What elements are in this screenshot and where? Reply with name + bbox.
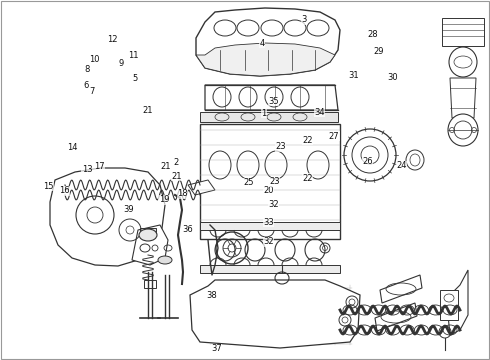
Ellipse shape bbox=[344, 129, 396, 181]
Bar bbox=[200, 265, 340, 273]
Text: 24: 24 bbox=[396, 161, 407, 170]
Text: 13: 13 bbox=[82, 165, 93, 174]
Text: 11: 11 bbox=[128, 51, 139, 60]
Text: 28: 28 bbox=[367, 30, 378, 39]
Polygon shape bbox=[196, 43, 335, 76]
Polygon shape bbox=[188, 180, 215, 195]
Bar bbox=[140, 228, 156, 234]
Text: 12: 12 bbox=[107, 35, 118, 44]
Text: 34: 34 bbox=[314, 108, 325, 117]
Text: 30: 30 bbox=[388, 73, 398, 82]
Polygon shape bbox=[380, 275, 422, 303]
Text: 22: 22 bbox=[302, 174, 313, 183]
Text: 21: 21 bbox=[171, 172, 182, 181]
Text: 10: 10 bbox=[89, 55, 99, 64]
Text: 23: 23 bbox=[269, 177, 280, 186]
Text: 20: 20 bbox=[263, 186, 274, 195]
Bar bbox=[440, 290, 458, 320]
Bar bbox=[442, 18, 484, 46]
Text: 16: 16 bbox=[59, 186, 70, 195]
Text: 18: 18 bbox=[177, 189, 188, 198]
Text: 14: 14 bbox=[67, 143, 78, 152]
Polygon shape bbox=[196, 8, 340, 76]
Text: 27: 27 bbox=[329, 132, 340, 141]
Text: 29: 29 bbox=[373, 47, 384, 56]
Text: 21: 21 bbox=[143, 107, 153, 116]
Text: 6: 6 bbox=[83, 81, 88, 90]
Text: 19: 19 bbox=[159, 195, 170, 204]
Text: 9: 9 bbox=[119, 59, 124, 68]
Polygon shape bbox=[190, 280, 360, 348]
Ellipse shape bbox=[139, 229, 157, 241]
Polygon shape bbox=[50, 168, 165, 266]
Text: 35: 35 bbox=[268, 97, 279, 106]
Text: 32: 32 bbox=[268, 200, 279, 209]
Text: 33: 33 bbox=[263, 218, 274, 227]
Text: 36: 36 bbox=[182, 225, 193, 234]
Text: 26: 26 bbox=[362, 157, 373, 166]
Ellipse shape bbox=[449, 47, 477, 77]
Text: 25: 25 bbox=[244, 179, 254, 188]
Text: 37: 37 bbox=[211, 344, 222, 353]
Bar bbox=[200, 124, 340, 239]
Text: 7: 7 bbox=[90, 87, 95, 96]
Bar bbox=[144, 280, 156, 288]
Ellipse shape bbox=[158, 256, 172, 264]
Text: 21: 21 bbox=[160, 162, 171, 171]
Text: 17: 17 bbox=[94, 162, 104, 171]
Text: 22: 22 bbox=[302, 136, 313, 145]
Text: 8: 8 bbox=[85, 65, 90, 74]
Text: 39: 39 bbox=[123, 205, 134, 214]
Text: 3: 3 bbox=[301, 15, 306, 24]
Text: 1: 1 bbox=[261, 109, 266, 118]
Text: 15: 15 bbox=[43, 182, 53, 191]
Text: 4: 4 bbox=[260, 39, 265, 48]
Bar bbox=[200, 112, 338, 122]
Polygon shape bbox=[375, 303, 417, 331]
Text: 2: 2 bbox=[174, 158, 179, 167]
Polygon shape bbox=[450, 78, 476, 118]
Text: 5: 5 bbox=[132, 74, 137, 83]
Text: 38: 38 bbox=[206, 292, 217, 300]
Text: 32: 32 bbox=[263, 238, 274, 247]
Polygon shape bbox=[205, 85, 338, 110]
Text: 23: 23 bbox=[275, 143, 286, 152]
Ellipse shape bbox=[448, 114, 478, 146]
Text: 31: 31 bbox=[348, 71, 359, 80]
Bar bbox=[200, 222, 340, 230]
Polygon shape bbox=[132, 225, 168, 265]
